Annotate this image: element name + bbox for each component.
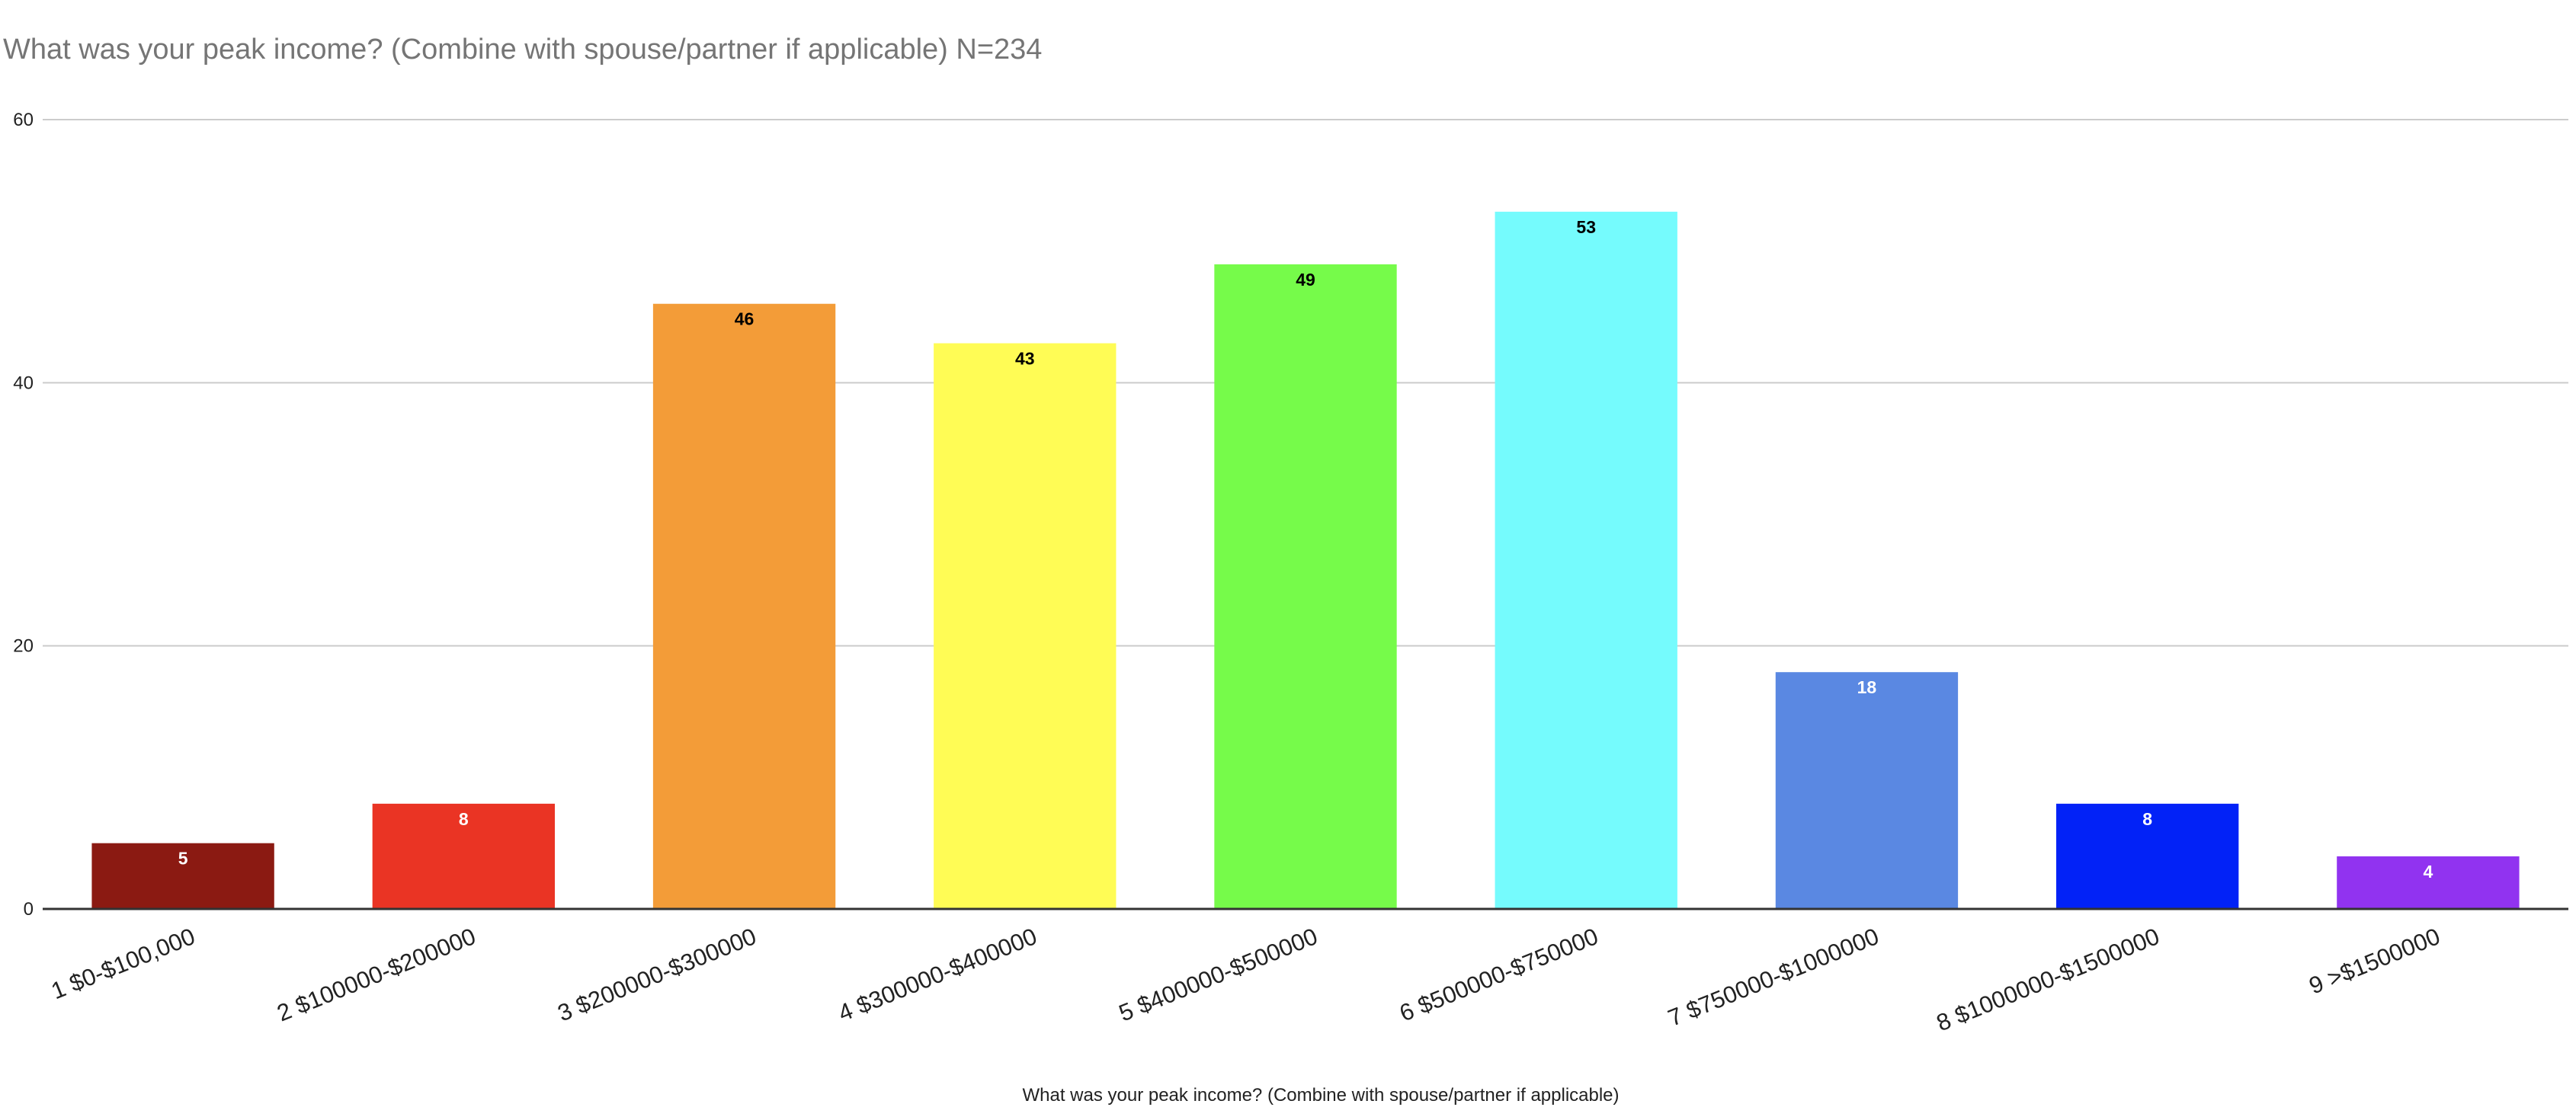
y-tick-label: 0 bbox=[24, 899, 34, 920]
data-label: 18 bbox=[1857, 677, 1877, 697]
chart-title: What was your peak income? (Combine with… bbox=[3, 34, 1043, 66]
y-tick-label: 60 bbox=[13, 110, 34, 130]
x-category-label: 6 $500000-$750000 bbox=[1395, 923, 1601, 1026]
data-labels: 5 8 46 43 49 53 18 8 4 bbox=[178, 217, 2433, 882]
bar bbox=[372, 803, 556, 909]
data-label: 43 bbox=[1015, 349, 1035, 369]
x-category-label: 8 $1000000-$1500000 bbox=[1933, 923, 2163, 1036]
data-label: 8 bbox=[2142, 809, 2152, 829]
bar bbox=[1214, 264, 1397, 909]
bars bbox=[91, 211, 2520, 909]
y-tick-label: 40 bbox=[13, 373, 34, 393]
x-category-label: 3 $200000-$300000 bbox=[554, 923, 760, 1026]
x-category-label: 9 >$1500000 bbox=[2305, 923, 2444, 1000]
data-label: 8 bbox=[459, 809, 469, 829]
y-tick-label: 20 bbox=[13, 636, 34, 657]
bar bbox=[1495, 211, 1677, 909]
x-axis-categories: 1 $0-$100,000 2 $100000-$200000 3 $200000-… bbox=[47, 923, 2443, 1036]
data-label: 5 bbox=[178, 849, 188, 869]
data-label: 46 bbox=[735, 309, 755, 329]
x-category-label: 5 $400000-$500000 bbox=[1115, 923, 1321, 1026]
x-category-label: 7 $750000-$1000000 bbox=[1664, 923, 1882, 1032]
x-category-label: 2 $100000-$200000 bbox=[274, 923, 479, 1026]
x-category-label: 1 $0-$100,000 bbox=[47, 923, 199, 1004]
data-label: 53 bbox=[1576, 217, 1596, 237]
bar bbox=[2337, 856, 2520, 909]
data-label: 4 bbox=[2423, 862, 2433, 882]
bar bbox=[1775, 672, 1959, 909]
bar bbox=[652, 303, 836, 909]
y-axis-ticks: 0 20 40 60 bbox=[13, 110, 34, 920]
bar bbox=[934, 343, 1117, 909]
x-axis-title: What was your peak income? (Combine with… bbox=[1022, 1085, 1619, 1106]
bar bbox=[91, 843, 274, 909]
x-category-label: 4 $300000-$400000 bbox=[835, 923, 1040, 1026]
data-label: 49 bbox=[1296, 270, 1315, 290]
bar bbox=[2055, 803, 2239, 909]
